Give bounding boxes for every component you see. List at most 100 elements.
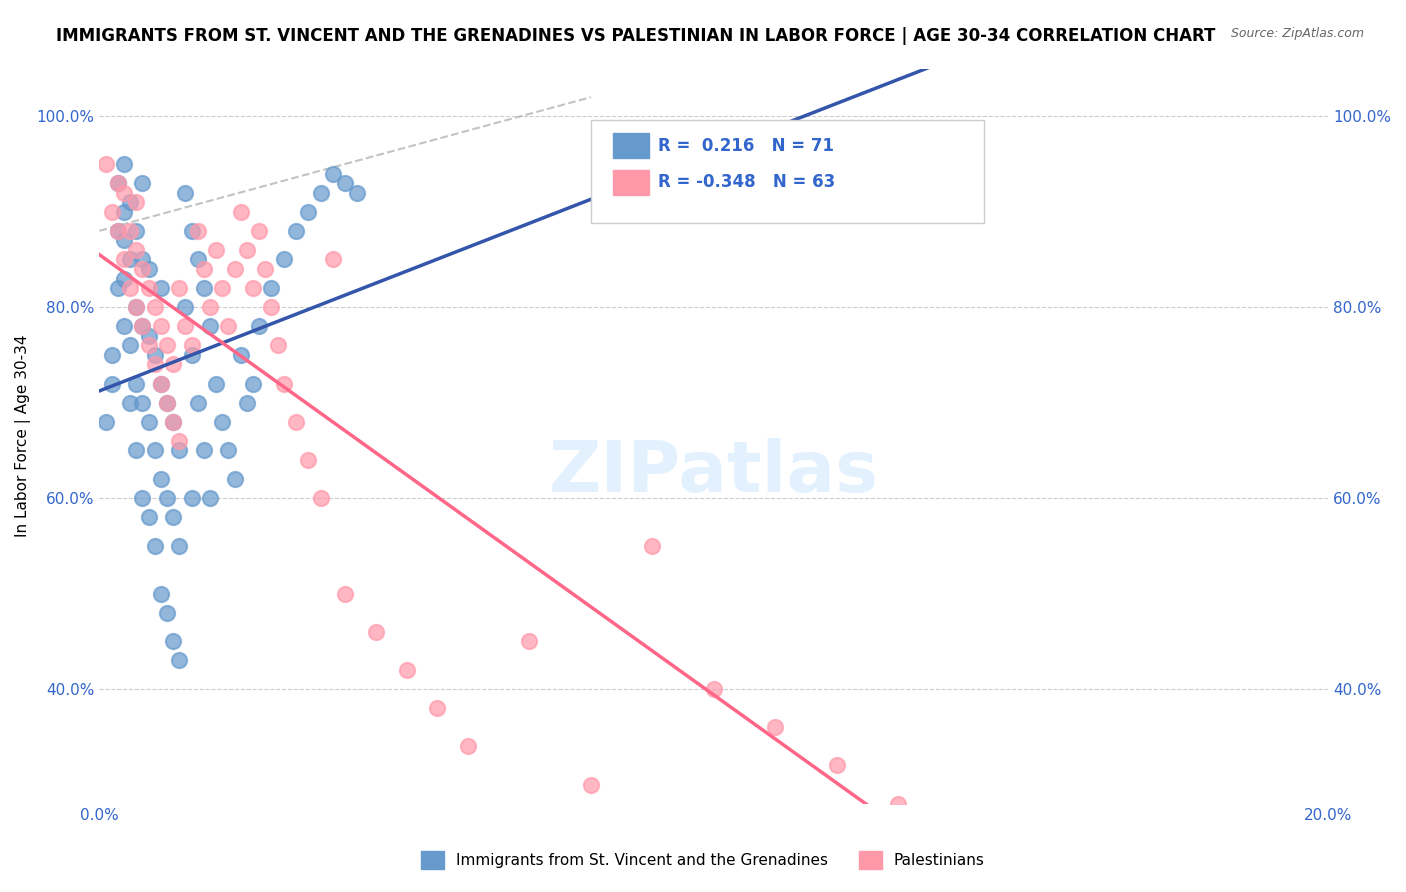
Point	[156, 395, 179, 409]
Point	[149, 319, 172, 334]
Text: Source: ZipAtlas.com: Source: ZipAtlas.com	[1230, 27, 1364, 40]
Point	[112, 157, 135, 171]
Point	[149, 586, 172, 600]
Point	[125, 376, 148, 391]
Point	[236, 395, 259, 409]
Point	[180, 491, 202, 505]
Point	[364, 624, 387, 639]
Point	[187, 224, 209, 238]
Point	[174, 186, 197, 200]
Point	[100, 376, 122, 391]
Point	[309, 491, 332, 505]
Point	[107, 224, 129, 238]
Point	[138, 510, 160, 524]
Point	[180, 224, 202, 238]
Point	[138, 328, 160, 343]
Point	[1010, 873, 1032, 888]
Point	[143, 348, 166, 362]
Point	[260, 300, 283, 314]
Point	[162, 510, 184, 524]
Text: ZIPatlas: ZIPatlas	[548, 438, 879, 508]
Point	[333, 586, 356, 600]
Point	[309, 186, 332, 200]
Point	[297, 204, 319, 219]
Point	[112, 252, 135, 267]
Point	[120, 252, 142, 267]
Point	[120, 224, 142, 238]
Point	[138, 262, 160, 277]
Point	[260, 281, 283, 295]
Point	[149, 376, 172, 391]
Point	[229, 204, 252, 219]
Point	[162, 634, 184, 648]
Point	[174, 319, 197, 334]
Point	[322, 252, 344, 267]
Point	[143, 539, 166, 553]
Point	[205, 243, 228, 257]
Point	[156, 491, 179, 505]
Point	[131, 262, 153, 277]
Point	[112, 319, 135, 334]
Point	[285, 224, 308, 238]
Point	[138, 415, 160, 429]
Point	[266, 338, 288, 352]
Point	[100, 204, 122, 219]
Point	[131, 319, 153, 334]
Point	[297, 453, 319, 467]
Point	[112, 204, 135, 219]
Point	[426, 701, 449, 715]
Point	[169, 281, 191, 295]
Point	[143, 358, 166, 372]
Point	[162, 358, 184, 372]
Point	[143, 300, 166, 314]
Point	[120, 195, 142, 210]
Point	[143, 443, 166, 458]
Point	[229, 348, 252, 362]
Point	[703, 681, 725, 696]
Point	[125, 243, 148, 257]
FancyBboxPatch shape	[613, 170, 648, 195]
Text: R =  0.216   N = 71: R = 0.216 N = 71	[658, 136, 835, 154]
Point	[193, 281, 215, 295]
Point	[285, 415, 308, 429]
Point	[138, 338, 160, 352]
Point	[94, 157, 117, 171]
Point	[120, 395, 142, 409]
Point	[180, 348, 202, 362]
Point	[236, 243, 259, 257]
Point	[825, 758, 848, 772]
Point	[247, 319, 270, 334]
Point	[107, 176, 129, 190]
Point	[156, 338, 179, 352]
Point	[346, 186, 368, 200]
Point	[94, 415, 117, 429]
Y-axis label: In Labor Force | Age 30-34: In Labor Force | Age 30-34	[15, 334, 31, 537]
Point	[224, 262, 246, 277]
Point	[125, 224, 148, 238]
Point	[149, 472, 172, 486]
FancyBboxPatch shape	[591, 120, 984, 223]
Point	[224, 472, 246, 486]
Point	[131, 491, 153, 505]
Point	[198, 300, 221, 314]
Point	[112, 233, 135, 247]
Point	[138, 281, 160, 295]
Point	[205, 376, 228, 391]
Point	[112, 271, 135, 285]
Point	[519, 634, 541, 648]
Point	[198, 319, 221, 334]
Point	[169, 434, 191, 448]
Point	[333, 176, 356, 190]
Text: IMMIGRANTS FROM ST. VINCENT AND THE GRENADINES VS PALESTINIAN IN LABOR FORCE | A: IMMIGRANTS FROM ST. VINCENT AND THE GREN…	[56, 27, 1216, 45]
Point	[156, 395, 179, 409]
Point	[149, 376, 172, 391]
Point	[273, 376, 295, 391]
Point	[120, 338, 142, 352]
Point	[131, 252, 153, 267]
Point	[187, 395, 209, 409]
Legend: Immigrants from St. Vincent and the Grenadines, Palestinians: Immigrants from St. Vincent and the Gren…	[415, 845, 991, 875]
Point	[162, 415, 184, 429]
FancyBboxPatch shape	[613, 133, 648, 158]
Point	[211, 281, 233, 295]
Point	[169, 443, 191, 458]
